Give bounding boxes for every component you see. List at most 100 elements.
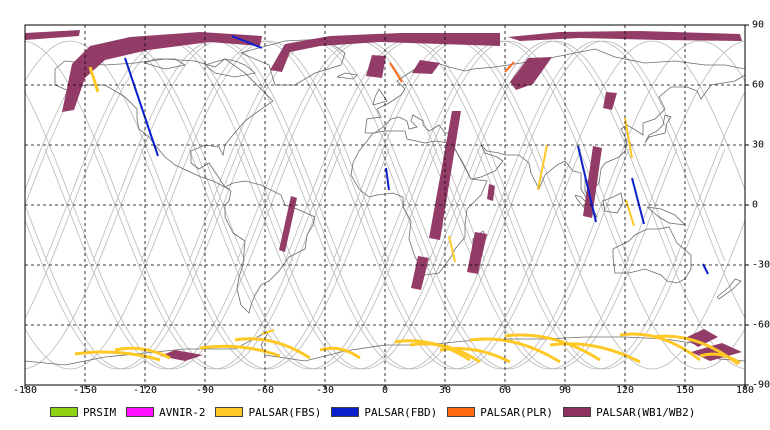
wb-swath [603,92,617,110]
swath-stripe [504,61,515,73]
legend-label: PALSAR(FBS) [248,405,322,419]
coastline [143,58,187,70]
coastline [54,58,274,190]
coastline [574,194,598,219]
x-tick-label: -180 [12,385,38,396]
legend-label: PRSIM [83,405,117,419]
fbs-arc [504,333,601,362]
legend-swatch [50,407,78,417]
x-tick-label: 30 [438,385,452,396]
coastline [350,130,488,276]
legend-item-palsar-fbd: PALSAR(FBD) [331,406,437,419]
coastline [716,278,742,300]
swath-stripe [261,329,275,335]
orbit-track [428,40,745,370]
coastline [612,226,692,284]
coastline [224,180,316,314]
wb-swath [508,31,742,41]
legend-label: PALSAR(PLR) [480,405,554,419]
wb-swath [25,30,80,40]
y-tick-label: -90 [752,379,770,391]
x-tick-label: 120 [615,385,635,396]
y-tick-label: 30 [752,139,765,151]
legend-swatch [331,407,360,417]
x-tick-label: 0 [381,385,389,396]
swath-stripe [702,263,709,275]
x-tick-label: -30 [315,385,335,396]
x-tick-label: -60 [255,385,275,396]
fbs-arc [439,347,511,364]
fbs-arc [619,332,701,362]
coastline [602,192,624,214]
orbit-track [25,40,246,262]
fbs-arc [199,344,281,358]
y-tick-label: 0 [752,199,759,211]
y-tick-label: -30 [752,259,770,271]
wb-swath [583,146,602,218]
x-tick-label: 180 [735,385,755,396]
grid-lines [25,25,745,385]
wb-swath [685,329,718,347]
x-tick-label: -120 [132,385,158,396]
x-tick-label: 90 [558,385,572,396]
orbit-track [25,148,246,370]
fbs-arc [114,346,171,360]
fbs-arc [74,350,161,362]
legend-item-avnir2: AVNIR-2 [126,406,205,419]
coastline [646,206,687,226]
wb-swath [279,196,297,252]
legend-swatch [126,407,155,417]
swath-stripe [389,62,403,83]
swath-stripe [624,117,633,159]
observation-swaths [25,30,742,366]
y-tick-label: 90 [752,19,765,31]
legend-swatch [215,407,244,417]
swath-stripe [631,177,645,225]
swath-stripe [577,145,597,223]
orbit-track [476,40,745,319]
legend-item-palsar-fbs: PALSAR(FBS) [215,406,321,419]
wb-swath [270,33,500,72]
legend-item-palsar-plr: PALSAR(PLR) [447,406,553,419]
wb-swath [160,350,203,361]
y-tick-label: 60 [752,79,765,91]
tick-marks [24,24,749,389]
legend-label: PALSAR(FBD) [364,405,438,419]
wb-swath [411,256,429,290]
legend: PRSIM AVNIR-2 PALSAR(FBS) PALSAR(FBD) PA… [50,404,705,420]
wb-swath [510,57,552,90]
wb-swath [62,32,262,112]
swath-stripe [385,167,390,191]
fbs-arc [234,337,311,360]
wb-swath [412,60,440,74]
legend-label: PALSAR(WB1/WB2) [596,405,696,419]
x-tick-label: -150 [72,385,98,396]
coastline [25,330,745,366]
legend-item-prsim: PRSIM [50,406,116,419]
fbs-arc [319,346,361,360]
wb-swath [366,55,386,78]
x-tick-label: 60 [498,385,512,396]
coastline [644,114,672,144]
fbs-arc [699,352,741,365]
orbit-track [428,40,745,370]
swath-stripe [448,235,456,263]
legend-label: AVNIR-2 [159,405,206,419]
swath-stripe [625,199,635,227]
coastline [204,58,256,78]
swath-stripe [88,66,100,93]
legend-item-palsar-wb: PALSAR(WB1/WB2) [563,406,695,419]
x-tick-label: 150 [675,385,695,396]
fbs-arc [469,337,561,364]
legend-swatch [447,407,476,417]
swath-stripe [124,57,159,157]
swath-stripe [537,144,548,191]
orbit-track [476,91,745,370]
wb-swath [467,232,487,274]
swath-stripe [231,35,263,49]
wb-swath [487,184,495,201]
x-tick-label: -90 [195,385,215,396]
y-tick-label: -60 [752,319,770,331]
fbs-arc [409,342,481,364]
